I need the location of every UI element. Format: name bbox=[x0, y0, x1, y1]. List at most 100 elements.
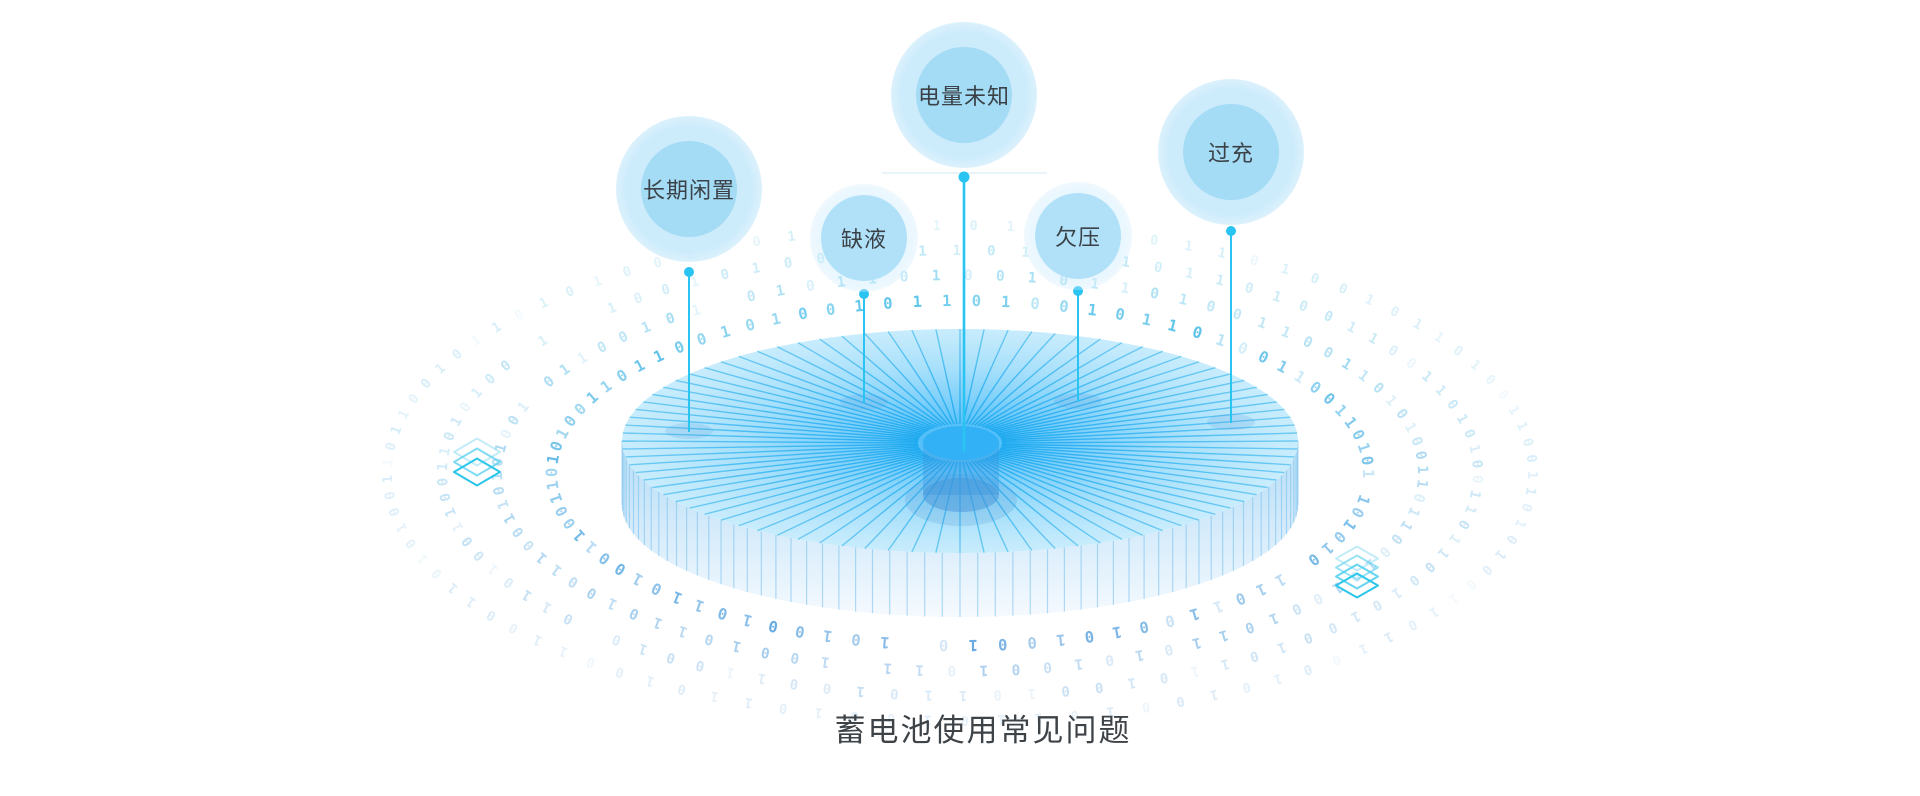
svg-text:1: 1 bbox=[1356, 640, 1370, 658]
svg-text:1: 1 bbox=[1461, 503, 1479, 517]
svg-text:0: 0 bbox=[1330, 650, 1343, 668]
svg-text:1: 1 bbox=[1524, 471, 1540, 479]
svg-text:0: 0 bbox=[1248, 252, 1260, 270]
svg-text:1: 1 bbox=[519, 586, 535, 604]
bubble-inner-circle bbox=[916, 47, 1012, 143]
svg-text:1: 1 bbox=[1363, 291, 1377, 309]
svg-text:1: 1 bbox=[1275, 638, 1288, 656]
svg-text:0: 0 bbox=[1296, 298, 1310, 316]
svg-text:1: 1 bbox=[1410, 315, 1425, 333]
svg-text:0: 0 bbox=[890, 685, 899, 701]
svg-text:0: 0 bbox=[789, 675, 800, 692]
svg-text:0: 0 bbox=[1255, 347, 1271, 367]
svg-text:1: 1 bbox=[1027, 270, 1037, 287]
issue-label: 长期闲置 bbox=[642, 178, 735, 203]
svg-text:0: 0 bbox=[743, 315, 756, 335]
svg-text:0: 0 bbox=[1321, 308, 1335, 326]
svg-text:1: 1 bbox=[1466, 489, 1483, 501]
svg-text:1: 1 bbox=[731, 637, 743, 655]
svg-text:0: 0 bbox=[1410, 491, 1428, 504]
svg-text:0: 0 bbox=[1149, 232, 1159, 249]
svg-text:1: 1 bbox=[651, 613, 665, 631]
svg-text:0: 0 bbox=[1357, 455, 1376, 467]
svg-text:1: 1 bbox=[725, 663, 737, 680]
svg-text:0: 0 bbox=[505, 413, 523, 429]
svg-text:1: 1 bbox=[552, 425, 572, 442]
svg-text:1: 1 bbox=[489, 319, 504, 337]
svg-text:1: 1 bbox=[1266, 609, 1280, 627]
svg-text:1: 1 bbox=[1278, 324, 1293, 342]
issue-label: 欠压 bbox=[1054, 225, 1101, 250]
svg-text:0: 0 bbox=[563, 283, 577, 301]
svg-text:0: 0 bbox=[1330, 527, 1350, 546]
svg-text:1: 1 bbox=[1505, 403, 1523, 418]
svg-text:0: 0 bbox=[1406, 571, 1423, 589]
svg-text:1: 1 bbox=[741, 610, 755, 630]
svg-text:0: 0 bbox=[672, 338, 687, 358]
svg-text:1: 1 bbox=[709, 688, 720, 705]
svg-text:1: 1 bbox=[544, 453, 563, 465]
svg-text:0: 0 bbox=[797, 304, 809, 323]
svg-text:1: 1 bbox=[388, 424, 406, 438]
svg-text:1: 1 bbox=[1034, 709, 1043, 725]
svg-text:1: 1 bbox=[1166, 316, 1180, 336]
svg-text:1: 1 bbox=[533, 548, 550, 566]
data-platform-disc bbox=[621, 329, 1299, 617]
svg-text:1: 1 bbox=[1086, 301, 1098, 320]
svg-text:1: 1 bbox=[1445, 531, 1463, 547]
svg-text:0: 0 bbox=[805, 278, 816, 295]
svg-text:1: 1 bbox=[1381, 628, 1395, 646]
svg-text:0: 0 bbox=[1468, 459, 1485, 469]
svg-text:0: 0 bbox=[584, 583, 599, 601]
svg-text:1: 1 bbox=[435, 462, 452, 471]
svg-text:1: 1 bbox=[393, 520, 411, 535]
svg-text:1: 1 bbox=[1270, 288, 1283, 306]
svg-text:1: 1 bbox=[1213, 330, 1228, 350]
svg-text:0: 0 bbox=[716, 603, 730, 623]
layers-icon-left bbox=[453, 437, 501, 487]
svg-text:0: 0 bbox=[996, 269, 1005, 285]
svg-text:0: 0 bbox=[1319, 389, 1338, 409]
svg-text:0: 0 bbox=[1070, 707, 1080, 724]
svg-text:1: 1 bbox=[651, 346, 667, 366]
svg-text:0: 0 bbox=[964, 268, 973, 284]
svg-text:1: 1 bbox=[445, 579, 461, 597]
svg-text:1: 1 bbox=[1274, 357, 1291, 377]
svg-text:0: 0 bbox=[471, 547, 488, 564]
svg-text:1: 1 bbox=[1106, 703, 1116, 720]
svg-text:0: 0 bbox=[850, 630, 861, 649]
svg-text:0: 0 bbox=[613, 366, 630, 386]
svg-text:0: 0 bbox=[1138, 617, 1151, 637]
svg-text:0: 0 bbox=[1190, 323, 1204, 343]
issue-bubble-guochong: 过充 bbox=[1158, 79, 1304, 225]
svg-text:1: 1 bbox=[820, 653, 831, 670]
svg-text:0: 0 bbox=[547, 439, 567, 454]
issue-label: 缺液 bbox=[840, 227, 887, 252]
svg-text:0: 0 bbox=[1392, 406, 1410, 422]
svg-text:0: 0 bbox=[1308, 270, 1321, 288]
svg-text:1: 1 bbox=[959, 687, 967, 703]
svg-text:0: 0 bbox=[746, 288, 758, 305]
issue-bubble-dianliang-weizhi: 电量未知 bbox=[891, 22, 1037, 168]
svg-text:0: 0 bbox=[491, 485, 508, 497]
svg-text:1: 1 bbox=[979, 662, 988, 678]
svg-text:0: 0 bbox=[1369, 596, 1384, 614]
svg-text:0: 0 bbox=[649, 578, 665, 598]
svg-text:1: 1 bbox=[1126, 674, 1137, 691]
svg-text:0: 0 bbox=[939, 636, 949, 654]
svg-text:1: 1 bbox=[787, 228, 797, 245]
svg-text:1: 1 bbox=[924, 686, 933, 702]
svg-text:0: 0 bbox=[1305, 549, 1323, 569]
svg-text:1: 1 bbox=[1511, 516, 1529, 530]
svg-text:0: 0 bbox=[652, 254, 664, 272]
svg-text:1: 1 bbox=[1184, 265, 1196, 282]
svg-text:0: 0 bbox=[993, 686, 1002, 702]
svg-text:0: 0 bbox=[382, 490, 399, 501]
svg-text:0: 0 bbox=[899, 269, 909, 285]
svg-text:0: 0 bbox=[972, 292, 982, 310]
svg-text:0: 0 bbox=[566, 572, 582, 590]
bubble-inner-circle bbox=[1035, 193, 1121, 279]
svg-text:0: 0 bbox=[561, 609, 576, 627]
svg-text:1: 1 bbox=[1211, 597, 1226, 617]
